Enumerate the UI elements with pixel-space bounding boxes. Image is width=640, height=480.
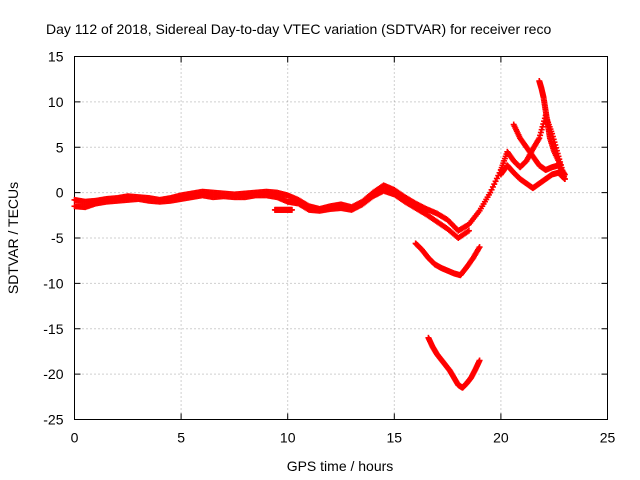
x-tick-label: 10 [280,430,296,446]
y-tick-label: 10 [48,94,64,110]
post-20-c-point [561,171,568,178]
grid [74,56,608,420]
x-axis-label: GPS time / hours [287,458,394,474]
data-points [71,78,568,391]
y-tick-label: -10 [43,275,63,291]
y-tick-label: -5 [51,230,64,246]
x-tick-label: 15 [387,430,403,446]
main-band-lower-point [465,227,472,234]
y-tick-label: -25 [43,412,63,428]
y-axis-label: SDTVAR / TECUs [5,182,21,294]
x-tick-label: 20 [493,430,509,446]
deep-dip-point [476,357,483,364]
offset-gap-point [288,206,295,213]
y-tick-label: 5 [56,139,64,155]
y-tick-label: -20 [43,366,63,382]
ticks: 0 5 10 15 20 25 15 10 5 0 -5 -10 -15 -20 -25 [43,49,615,446]
y-tick-label: 0 [56,185,64,201]
x-tick-label: 0 [71,430,79,446]
plot-frame [74,56,608,420]
y-tick-label: -15 [43,321,63,337]
spike-point [557,162,564,169]
chart-title: Day 112 of 2018, Sidereal Day-to-day VTE… [46,21,551,37]
y-tick-label: 15 [48,49,64,65]
x-tick-label: 25 [600,430,616,446]
x-tick-label: 5 [177,430,185,446]
mid-dip-point [476,244,483,251]
